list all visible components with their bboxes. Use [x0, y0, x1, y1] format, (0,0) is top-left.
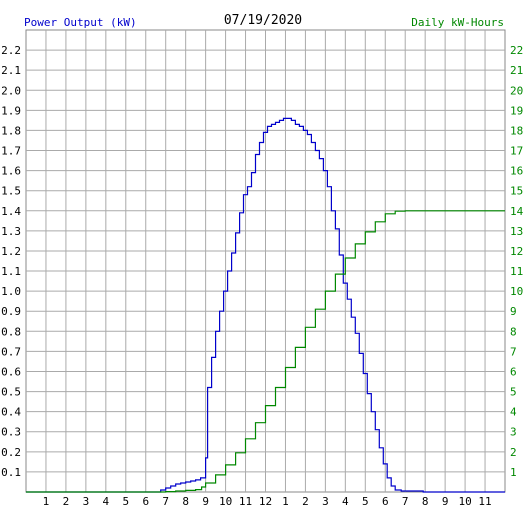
- x-tick-label: 11: [239, 495, 252, 508]
- x-tick-label: 9: [442, 495, 449, 508]
- x-tick-label: 4: [342, 495, 349, 508]
- right-tick-label: 19: [510, 104, 523, 117]
- right-tick-label: 22: [510, 44, 523, 57]
- left-tick-label: 0.4: [1, 406, 21, 419]
- right-tick-label: 21: [510, 64, 523, 77]
- left-axis: 0.1 0.2 0.3 0.4 0.5 0.6 0.7 0.8 0.9 1.0 1.1 1.2 1.3 1…: [1, 44, 21, 479]
- right-tick-label: 7: [510, 345, 517, 358]
- left-tick-label: 0.3: [1, 426, 21, 439]
- x-tick-label: 12: [259, 495, 272, 508]
- left-tick-label: 1.3: [1, 225, 21, 238]
- x-tick-label: 3: [322, 495, 329, 508]
- left-axis-title: Power Output (kW): [24, 16, 137, 29]
- right-tick-label: 17: [510, 145, 523, 158]
- left-tick-label: 1.5: [1, 185, 21, 198]
- right-tick-label: 1: [510, 466, 517, 479]
- x-tick-label: 2: [63, 495, 70, 508]
- left-tick-label: 0.2: [1, 446, 21, 459]
- x-tick-label: 9: [202, 495, 209, 508]
- left-tick-label: 0.5: [1, 386, 21, 399]
- right-tick-label: 15: [510, 185, 523, 198]
- left-tick-label: 1.2: [1, 245, 21, 258]
- right-tick-label: 12: [510, 245, 523, 258]
- x-tick-label: 3: [83, 495, 90, 508]
- x-tick-label: 1: [43, 495, 50, 508]
- left-tick-label: 0.6: [1, 365, 21, 378]
- right-tick-label: 2: [510, 446, 517, 459]
- right-tick-label: 11: [510, 265, 523, 278]
- x-axis: 1 2 3 4 5 6 7 8 9 10 11 12 1 2 3 4 5 6 7 8 9 10 11: [43, 495, 492, 508]
- right-tick-label: 16: [510, 165, 523, 178]
- x-tick-label: 6: [142, 495, 149, 508]
- right-tick-label: 6: [510, 365, 517, 378]
- right-tick-label: 9: [510, 305, 517, 318]
- x-tick-label: 7: [402, 495, 409, 508]
- right-tick-label: 20: [510, 84, 523, 97]
- right-tick-label: 10: [510, 285, 523, 298]
- right-tick-label: 4: [510, 406, 517, 419]
- x-tick-label: 8: [182, 495, 189, 508]
- left-tick-label: 1.8: [1, 124, 21, 137]
- left-tick-label: 1.0: [1, 285, 21, 298]
- x-tick-label: 10: [219, 495, 232, 508]
- left-tick-label: 2.1: [1, 64, 21, 77]
- x-tick-label: 11: [478, 495, 491, 508]
- x-tick-label: 5: [362, 495, 369, 508]
- right-tick-label: 13: [510, 225, 523, 238]
- x-tick-label: 2: [302, 495, 309, 508]
- left-tick-label: 1.9: [1, 104, 21, 117]
- daily-kwh-line: [26, 210, 505, 493]
- x-tick-label: 4: [103, 495, 110, 508]
- x-tick-label: 1: [282, 495, 289, 508]
- right-tick-label: 14: [510, 205, 524, 218]
- x-tick-label: 8: [422, 495, 429, 508]
- left-tick-label: 0.8: [1, 325, 21, 338]
- right-tick-label: 8: [510, 325, 517, 338]
- x-tick-label: 5: [122, 495, 129, 508]
- right-tick-label: 18: [510, 124, 523, 137]
- left-tick-label: 1.1: [1, 265, 21, 278]
- left-tick-label: 1.6: [1, 165, 21, 178]
- left-tick-label: 2.0: [1, 84, 21, 97]
- grid: [25, 29, 506, 493]
- left-tick-label: 1.7: [1, 145, 21, 158]
- right-tick-label: 5: [510, 386, 517, 399]
- left-tick-label: 0.1: [1, 466, 21, 479]
- left-tick-label: 0.9: [1, 305, 21, 318]
- right-axis-title: Daily kW-Hours: [411, 16, 504, 29]
- left-tick-label: 1.4: [1, 205, 21, 218]
- series-group: [26, 117, 505, 493]
- x-tick-label: 6: [382, 495, 389, 508]
- chart-date: 07/19/2020: [224, 13, 302, 28]
- power-output-line: [26, 117, 505, 493]
- right-tick-label: 3: [510, 426, 517, 439]
- x-tick-label: 10: [458, 495, 471, 508]
- x-tick-label: 7: [162, 495, 169, 508]
- left-tick-label: 0.7: [1, 345, 21, 358]
- left-tick-label: 2.2: [1, 44, 21, 57]
